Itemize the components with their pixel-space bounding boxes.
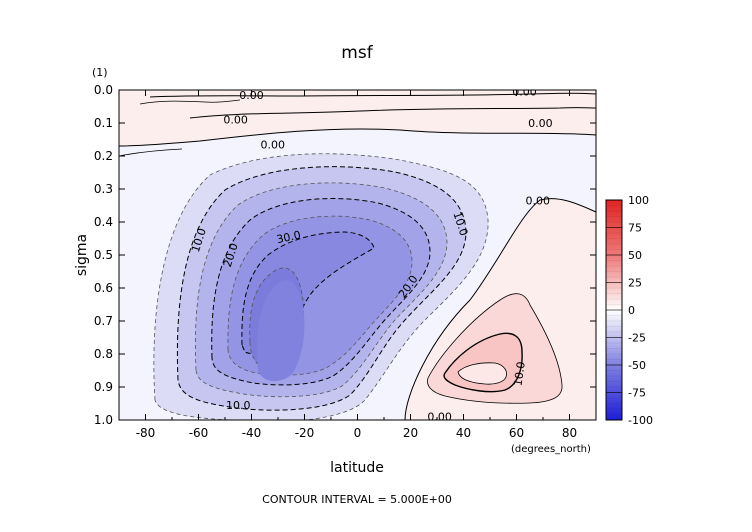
y-axis: 0.0 0.1 0.2 0.3 0.4 0.5 0.6 0.7 0.8 0.9 1.0 bbox=[94, 83, 596, 427]
contour-label: 0.00 bbox=[512, 86, 537, 99]
y-axis-label: sigma bbox=[74, 234, 90, 276]
x-tick-label: -20 bbox=[295, 426, 315, 440]
x-tick-label: 0 bbox=[354, 426, 362, 440]
contour-label-text: 0.00 bbox=[525, 195, 550, 208]
contour-label-text: 0.00 bbox=[528, 117, 553, 130]
upper-zero-contour-top bbox=[149, 92, 596, 98]
pos-cell-15 bbox=[457, 362, 507, 385]
contour-label: 0.00 bbox=[525, 195, 550, 208]
contour-interval-footer: CONTOUR INTERVAL = 5.000E+00 bbox=[262, 493, 452, 506]
colorbar: 100 75 50 25 0 -25 -50 -75 -100 bbox=[605, 194, 653, 427]
colorbar-tick-label: -100 bbox=[628, 414, 653, 427]
contour-label-text: 10.0 bbox=[226, 399, 251, 412]
colorbar-ticks: 100 75 50 25 0 -25 -50 -75 -100 bbox=[606, 194, 653, 427]
upper-positive-band bbox=[119, 90, 596, 147]
x-tick-label: 20 bbox=[403, 426, 418, 440]
contour-label-text: 0.00 bbox=[260, 138, 285, 151]
y-tick-label: 1.0 bbox=[94, 413, 113, 427]
x-tick-label: -40 bbox=[242, 426, 262, 440]
contour-label-text: 0.00 bbox=[427, 411, 452, 424]
x-tick-label: 60 bbox=[509, 426, 524, 440]
contour-label-text: 0.00 bbox=[512, 86, 537, 99]
colorbar-tick-label: -50 bbox=[628, 359, 646, 372]
y-tick-label: 0.2 bbox=[94, 149, 113, 163]
y-tick-label: 0.0 bbox=[94, 83, 113, 97]
contour-label: 0.00 bbox=[528, 117, 553, 130]
colorbar-tick-label: 25 bbox=[628, 277, 642, 290]
contour-label-text: 0.00 bbox=[223, 114, 248, 127]
x-tick-label: -60 bbox=[189, 426, 209, 440]
contour-label: 0.00 bbox=[260, 138, 285, 151]
chart-title: msf bbox=[341, 43, 373, 63]
colorbar-tick-label: 0 bbox=[628, 304, 635, 317]
y-tick-label: 0.1 bbox=[94, 116, 113, 130]
plot-area: 0.00 0.000.00 0.000.000.000.0010.020.030.0… bbox=[119, 86, 596, 424]
contour-label-text: 30.0 bbox=[275, 228, 302, 246]
colorbar-tick-label: -25 bbox=[628, 332, 646, 345]
contour-label-text: 10.0 bbox=[512, 361, 528, 387]
x-tick-label: -80 bbox=[136, 426, 156, 440]
y-tick-label: 0.9 bbox=[94, 380, 113, 394]
y-tick-label: 0.6 bbox=[94, 281, 113, 295]
y-units-label: (1) bbox=[92, 66, 108, 79]
x-tick-label: 80 bbox=[562, 426, 577, 440]
contour-label: 0.00 bbox=[427, 411, 452, 424]
neg-cell-inner bbox=[257, 280, 305, 382]
x-tick-label: 40 bbox=[456, 426, 471, 440]
contour-label: 30.0 bbox=[275, 228, 302, 246]
y-tick-label: 0.3 bbox=[94, 182, 113, 196]
upper-zero-contour-small bbox=[139, 99, 241, 105]
y-tick-label: 0.8 bbox=[94, 347, 113, 361]
y-tick-label: 0.4 bbox=[94, 215, 113, 229]
y-tick-label: 0.7 bbox=[94, 314, 113, 328]
contour-label: 10.0 bbox=[226, 399, 251, 412]
colorbar-tick-label: 100 bbox=[628, 194, 649, 207]
colorbar-tick-label: 50 bbox=[628, 249, 642, 262]
upper-zero-contour-inner bbox=[189, 107, 596, 119]
contour-label: 0.00 bbox=[223, 114, 248, 127]
x-axis: -80 -60 -40 -20 0 20 40 60 80 bbox=[118, 90, 597, 440]
x-axis-label: latitude bbox=[330, 460, 384, 476]
x-units-label: (degrees_north) bbox=[511, 444, 591, 455]
upper-zero-contour-left bbox=[119, 148, 183, 157]
contour-label: 10.0 bbox=[512, 361, 528, 387]
colorbar-tick-label: 75 bbox=[628, 222, 642, 235]
y-tick-label: 0.5 bbox=[94, 248, 113, 262]
colorbar-tick-label: -75 bbox=[628, 387, 646, 400]
